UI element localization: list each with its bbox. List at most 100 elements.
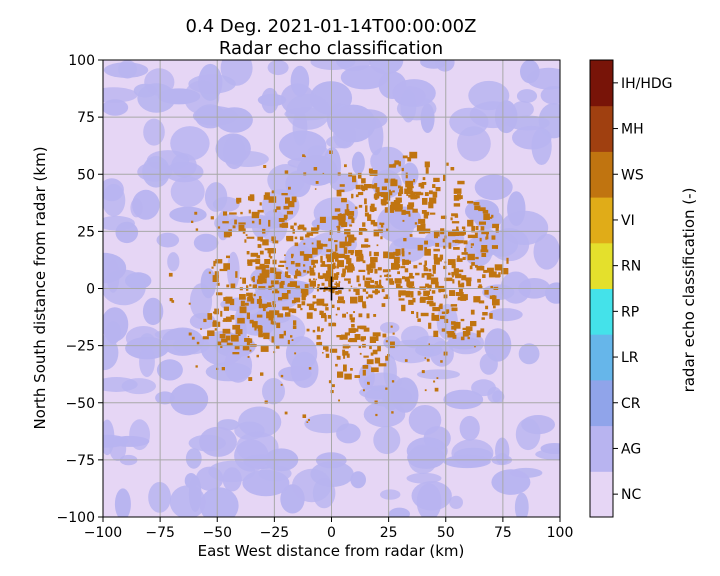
class-cell-ws	[329, 348, 338, 353]
class-cell-ws	[420, 312, 429, 317]
class-cell-ws	[462, 256, 466, 260]
class-cell-ws	[358, 204, 363, 208]
class-cell-ws	[358, 345, 361, 349]
class-cell-ws	[347, 339, 351, 342]
class-cell-ws	[393, 252, 396, 256]
class-cell-ws	[246, 342, 250, 346]
class-cell-ws	[216, 292, 223, 296]
class-cell-ws	[334, 208, 341, 212]
class-cell-ag	[257, 93, 287, 107]
class-cell-ws	[421, 210, 427, 214]
colorbar-frame	[589, 59, 614, 518]
class-cell-ws	[290, 225, 294, 229]
class-cell-ws	[424, 247, 427, 250]
class-cell-ws	[276, 322, 281, 329]
class-cell-ws	[417, 318, 421, 322]
class-cell-ws	[229, 299, 235, 306]
class-cell-ws	[397, 271, 400, 275]
class-cell-ag	[280, 484, 305, 514]
colorbar-tick-label: RN	[621, 259, 641, 275]
class-cell-ws	[321, 261, 326, 265]
class-cell-ws	[346, 211, 355, 216]
class-cell-ws	[367, 214, 372, 221]
class-cell-ws	[288, 308, 295, 313]
class-cell-ws	[379, 284, 382, 288]
class-cell-ws	[254, 323, 257, 331]
class-cell-ws	[439, 254, 444, 260]
class-cell-ws	[425, 167, 429, 174]
class-cell-ws	[404, 359, 408, 362]
class-cell-ws	[379, 279, 382, 287]
class-cell-ws	[248, 377, 253, 381]
class-cell-ws	[213, 260, 216, 267]
class-cell-ws	[281, 222, 289, 228]
class-cell-ws	[431, 314, 440, 321]
y-tick-label: 50	[77, 167, 95, 183]
class-cell-ws	[191, 336, 195, 340]
class-cell-ws	[337, 225, 341, 233]
class-cell-ws	[257, 209, 264, 213]
class-cell-ws	[268, 219, 271, 227]
class-cell-ws	[491, 214, 494, 218]
class-cell-ws	[316, 240, 321, 247]
class-cell-ws	[286, 275, 291, 279]
class-cell-ws	[462, 327, 469, 331]
class-cell-ws	[421, 273, 425, 278]
class-cell-ws	[483, 269, 488, 273]
class-cell-ws	[355, 288, 360, 296]
class-cell-ws	[312, 301, 317, 304]
class-cell-ag	[105, 321, 121, 344]
class-cell-ws	[252, 284, 257, 289]
class-cell-ws	[328, 289, 331, 291]
class-cell-ws	[283, 330, 286, 336]
class-cell-ws	[246, 236, 255, 239]
class-cell-ws	[249, 319, 254, 324]
class-cell-ws	[261, 269, 270, 274]
class-cell-ws	[316, 286, 320, 292]
class-cell-ws	[297, 304, 302, 308]
class-cell-ws	[446, 331, 455, 334]
class-cell-ws	[259, 202, 262, 206]
class-cell-ws	[471, 225, 475, 233]
class-cell-ws	[460, 294, 468, 301]
class-cell-ws	[420, 185, 425, 189]
class-cell-ws	[351, 217, 355, 224]
class-cell-ws	[370, 262, 376, 269]
class-cell-ws	[490, 286, 493, 289]
class-cell-ws	[372, 349, 378, 355]
class-cell-ws	[424, 192, 429, 196]
class-cell-ws	[467, 336, 470, 340]
class-cell-ws	[353, 311, 355, 313]
class-cell-ws	[344, 236, 347, 242]
class-cell-ws	[343, 345, 351, 348]
class-cell-ws	[492, 223, 499, 229]
class-cell-ws	[346, 234, 355, 238]
class-cell-ws	[466, 330, 471, 336]
class-cell-ws	[320, 264, 329, 267]
class-cell-ws	[404, 188, 412, 194]
class-cell-ag	[103, 178, 124, 202]
class-cell-ws	[414, 222, 418, 225]
class-cell-ws	[336, 266, 339, 269]
class-cell-ws	[362, 260, 366, 264]
class-cell-ws	[271, 190, 275, 194]
class-cell-ag	[516, 89, 538, 103]
class-cell-ws	[298, 224, 305, 230]
class-cell-ws	[207, 313, 213, 320]
class-cell-ag	[540, 86, 560, 105]
class-cell-ag	[137, 83, 176, 113]
class-cell-ws	[229, 212, 237, 215]
class-cell-ws	[405, 172, 408, 179]
class-cell-ws	[370, 203, 375, 210]
class-cell-ag	[520, 60, 540, 84]
class-cell-ws	[448, 242, 452, 249]
class-cell-ws	[337, 213, 346, 221]
class-cell-ag	[227, 251, 240, 290]
class-cell-ws	[309, 267, 314, 270]
class-cell-ws	[285, 267, 289, 270]
class-cell-ws	[473, 296, 481, 303]
class-cell-ws	[314, 188, 317, 190]
y-tick-label: 75	[77, 110, 95, 126]
class-cell-ws	[384, 274, 392, 277]
class-cell-ws	[257, 275, 262, 280]
